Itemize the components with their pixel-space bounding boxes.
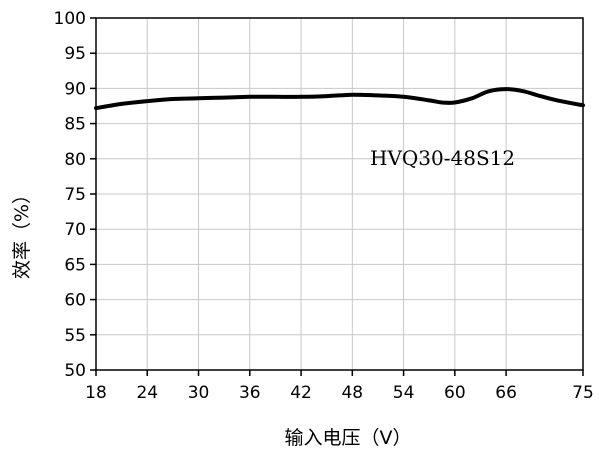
y-tick-label: 70 <box>64 220 86 240</box>
y-tick-label: 95 <box>64 44 86 64</box>
x-tick-label: 42 <box>290 383 312 403</box>
x-tick-label: 24 <box>136 383 158 403</box>
x-tick-label: 36 <box>239 383 261 403</box>
x-tick-label: 54 <box>393 383 415 403</box>
x-tick-label: 66 <box>495 383 517 403</box>
x-axis-title: 输入电压（V） <box>285 427 412 449</box>
efficiency-line <box>94 87 585 111</box>
y-tick-label: 90 <box>64 79 86 99</box>
x-tick-label: 48 <box>341 383 363 403</box>
y-tick-label: 65 <box>64 255 86 275</box>
y-tick-label: 80 <box>64 150 86 170</box>
x-tick-label: 60 <box>444 383 466 403</box>
x-tick-label: 30 <box>188 383 210 403</box>
x-tick-label: 18 <box>85 383 107 403</box>
y-tick-label: 75 <box>64 185 86 205</box>
y-tick-label: 100 <box>54 9 86 29</box>
x-tick-label: 75 <box>572 383 594 403</box>
axes <box>90 17 584 376</box>
y-tick-label: 50 <box>64 361 86 381</box>
grid <box>95 17 584 371</box>
y-tick-label: 55 <box>64 326 86 346</box>
y-axis-title: 效率（%） <box>11 185 33 279</box>
x-tick-labels: 18 24 30 36 42 48 54 60 66 75 <box>85 383 594 403</box>
series-group <box>94 87 585 111</box>
model-annotation: HVQ30-48S12 <box>370 146 515 170</box>
y-tick-label: 60 <box>64 291 86 311</box>
y-tick-label: 85 <box>64 115 86 135</box>
y-tick-labels: 50 55 60 65 70 75 80 85 90 95 100 <box>54 9 86 381</box>
